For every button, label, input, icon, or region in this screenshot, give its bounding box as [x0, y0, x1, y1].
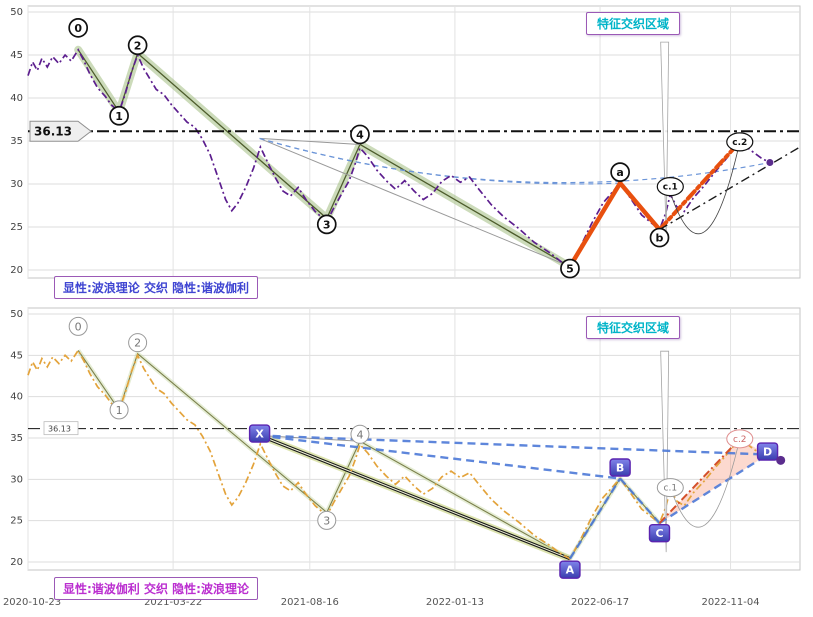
feature-zone-badge-bottom: 特征交织区域 — [586, 316, 681, 339]
c-wave-dashdot — [657, 139, 742, 232]
x-axis-date: 2021-03-22 — [144, 597, 202, 608]
wave-marker[interactable]: 4 — [350, 424, 370, 444]
svg-text:36.13: 36.13 — [34, 124, 72, 138]
series-end-dot — [766, 159, 774, 166]
svg-text:45: 45 — [10, 50, 23, 61]
svg-text:20: 20 — [10, 557, 23, 568]
subwave-arc — [669, 438, 741, 528]
plot-border — [27, 307, 801, 571]
wave-marker[interactable]: 0 — [68, 17, 89, 38]
svg-text:c.2: c.2 — [733, 435, 747, 445]
svg-text:35: 35 — [10, 433, 23, 444]
svg-text:1: 1 — [115, 110, 123, 123]
ratio-arc — [259, 137, 771, 184]
pattern-thin-line — [259, 137, 360, 145]
svg-text:b: b — [656, 232, 664, 245]
wave-marker[interactable]: 1 — [109, 105, 129, 126]
svg-text:A: A — [566, 564, 575, 577]
top-panel-caption: 显性:波浪理论 交织 隐性:谐波伽利 — [54, 276, 258, 299]
wave-marker[interactable]: 1 — [109, 400, 129, 420]
abc-impulse — [567, 180, 662, 269]
x-axis-date: 2021-08-16 — [281, 597, 339, 608]
svg-text:3: 3 — [323, 218, 331, 231]
wave-core — [77, 49, 571, 268]
wave-marker[interactable]: c.2 — [726, 132, 754, 152]
svg-text:4: 4 — [356, 428, 363, 441]
x-axis-date: 2022-11-04 — [701, 597, 759, 608]
svg-text:30: 30 — [10, 474, 23, 485]
wave-marker[interactable]: a — [610, 162, 630, 182]
level-callout — [29, 120, 92, 142]
harmonic-point-box[interactable]: B — [609, 458, 631, 477]
svg-text:50: 50 — [10, 309, 23, 320]
harmonic-leg — [568, 477, 622, 560]
wave-marker[interactable]: 0 — [68, 316, 88, 336]
svg-text:25: 25 — [10, 516, 23, 527]
feature-zone-badge-top: 特征交织区域 — [586, 12, 681, 35]
svg-text:2: 2 — [134, 39, 142, 52]
harmonic-point-box[interactable]: A — [559, 560, 581, 579]
svg-text:20: 20 — [10, 265, 23, 276]
x-axis-date: 2020-10-23 — [3, 597, 61, 608]
subwave-arc — [669, 141, 741, 235]
wave-marker[interactable]: 4 — [350, 124, 370, 145]
svg-text:50: 50 — [10, 7, 23, 18]
svg-text:2: 2 — [134, 337, 141, 350]
svg-text:c.2: c.2 — [732, 138, 747, 148]
wave-marker[interactable]: c.1 — [656, 177, 684, 197]
wave-marker[interactable]: 3 — [316, 214, 337, 235]
cd-projection — [658, 438, 741, 524]
svg-text:1: 1 — [116, 404, 123, 417]
svg-text:c.1: c.1 — [664, 484, 678, 494]
svg-text:30: 30 — [10, 179, 23, 190]
projection-dashdot — [659, 147, 799, 231]
wave-marker[interactable]: 2 — [128, 333, 148, 353]
wave-marker[interactable]: c.1 — [656, 478, 684, 498]
svg-text:35: 35 — [10, 136, 23, 147]
svg-text:36.13: 36.13 — [48, 425, 71, 434]
harmonic-leg — [619, 477, 661, 524]
svg-text:40: 40 — [10, 392, 23, 403]
level-callout — [43, 421, 79, 436]
wave-marker[interactable]: b — [649, 227, 670, 248]
harmonic-leg — [259, 434, 768, 456]
harmonic-point-box[interactable]: D — [756, 442, 779, 461]
harmonic-point-box[interactable]: X — [248, 424, 271, 443]
svg-text:c.1: c.1 — [663, 183, 678, 193]
svg-text:D: D — [763, 446, 772, 459]
svg-text:3: 3 — [323, 514, 330, 527]
svg-text:4: 4 — [356, 128, 364, 141]
pattern-thin-line — [259, 137, 571, 268]
svg-text:0: 0 — [75, 320, 82, 333]
svg-text:40: 40 — [10, 93, 23, 104]
pink-projection-area — [659, 438, 768, 524]
wave-marker[interactable]: 3 — [317, 510, 337, 530]
x-axis-date: 2022-01-13 — [426, 597, 484, 608]
harmonic-leg — [658, 453, 769, 525]
x-axis-date: 2022-06-17 — [571, 597, 629, 608]
svg-text:a: a — [616, 166, 623, 179]
svg-text:45: 45 — [10, 350, 23, 361]
wave-marker[interactable]: 5 — [560, 258, 580, 279]
harmonic-point-box[interactable]: C — [648, 523, 671, 543]
wave-marker[interactable]: 2 — [127, 35, 148, 56]
svg-text:0: 0 — [74, 22, 82, 35]
svg-text:B: B — [616, 462, 624, 475]
svg-text:5: 5 — [566, 263, 574, 276]
svg-text:25: 25 — [10, 222, 23, 233]
series-end-dot — [776, 455, 786, 465]
harmonic-leg — [259, 434, 621, 480]
svg-text:C: C — [655, 527, 663, 540]
plot-border — [27, 5, 801, 279]
wave-marker[interactable]: c.2 — [726, 429, 754, 449]
svg-text:X: X — [255, 428, 264, 441]
bottom-panel-caption: 显性:谐波伽利 交织 隐性:波浪理论 — [54, 577, 258, 600]
